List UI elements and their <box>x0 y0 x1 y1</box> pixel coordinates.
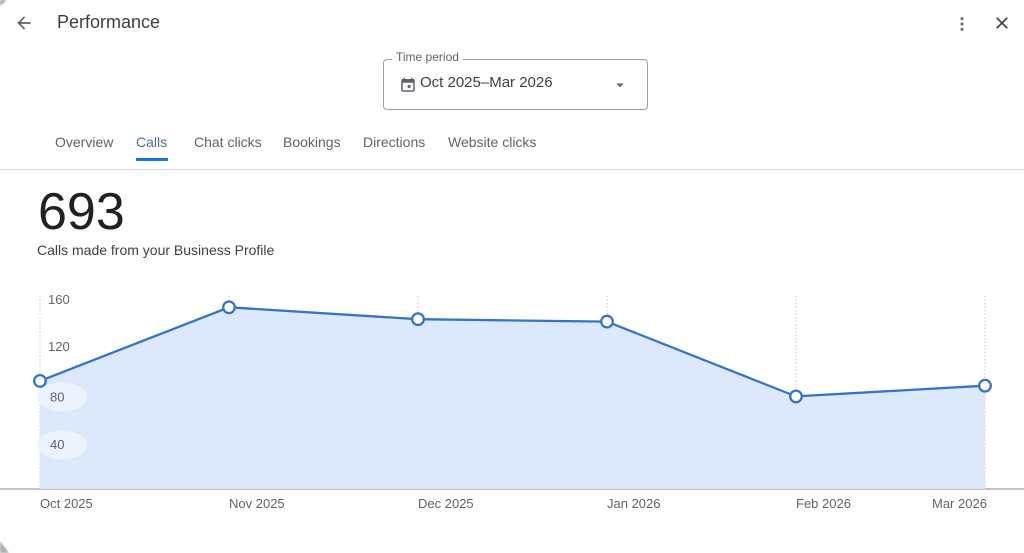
svg-text:40: 40 <box>50 437 64 452</box>
svg-text:160: 160 <box>48 292 70 307</box>
svg-text:Nov 2025: Nov 2025 <box>229 496 285 511</box>
svg-text:Dec 2025: Dec 2025 <box>418 496 474 511</box>
svg-text:120: 120 <box>48 339 70 354</box>
svg-text:80: 80 <box>50 390 64 405</box>
svg-text:Jan 2026: Jan 2026 <box>607 496 661 511</box>
svg-text:Oct 2025: Oct 2025 <box>40 496 93 511</box>
svg-text:Feb 2026: Feb 2026 <box>796 496 851 511</box>
svg-text:Mar 2026: Mar 2026 <box>932 496 987 511</box>
